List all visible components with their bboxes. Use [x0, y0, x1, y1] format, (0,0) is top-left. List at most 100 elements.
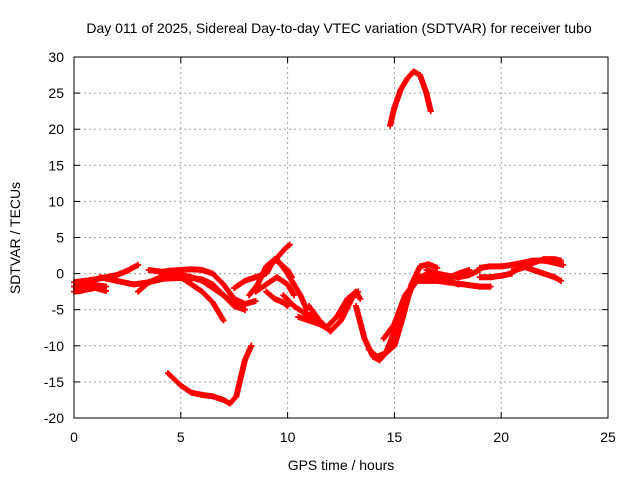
y-tick-label: -15	[44, 374, 64, 390]
data-point	[402, 292, 409, 299]
data-point	[220, 281, 227, 288]
x-tick-label: 10	[280, 429, 296, 445]
data-point	[124, 267, 131, 274]
data-point	[241, 306, 248, 313]
data-point	[220, 396, 227, 403]
data-point	[188, 281, 195, 288]
data-point	[417, 263, 424, 270]
data-point	[355, 288, 362, 295]
data-point	[276, 252, 283, 259]
data-point	[199, 277, 206, 284]
data-point	[558, 257, 565, 264]
data-point	[327, 328, 334, 335]
series-arc-9	[164, 342, 255, 407]
data-point	[282, 245, 289, 252]
data-point	[323, 324, 330, 331]
data-point	[438, 275, 445, 282]
data-point	[284, 281, 291, 288]
data-point	[530, 259, 537, 266]
data-point	[113, 277, 120, 284]
series-arc-24	[387, 68, 434, 129]
data-point	[81, 277, 88, 284]
data-point	[226, 400, 233, 407]
x-tick-label: 20	[493, 429, 509, 445]
data-point	[508, 261, 515, 268]
data-point	[551, 274, 558, 281]
data-point	[156, 274, 163, 281]
data-point	[209, 270, 216, 277]
data-point	[130, 281, 137, 288]
data-point	[103, 283, 110, 290]
data-point	[423, 266, 430, 273]
data-point	[455, 280, 462, 287]
data-point	[291, 292, 298, 299]
data-point	[252, 274, 259, 281]
data-point	[135, 288, 142, 295]
data-point	[476, 283, 483, 290]
x-axis-label: GPS time / hours	[288, 457, 395, 473]
data-point	[113, 272, 120, 279]
series-arc-28	[519, 263, 565, 284]
data-point	[412, 277, 419, 284]
data-point	[209, 299, 216, 306]
data-point	[252, 298, 259, 305]
data-point	[248, 342, 255, 349]
y-tick-label: 25	[48, 85, 64, 101]
data-point	[551, 256, 558, 263]
data-point	[145, 266, 152, 273]
y-tick-label: -5	[52, 302, 65, 318]
data-point	[301, 310, 308, 317]
chart-title: Day 011 of 2025, Sidereal Day-to-day VTE…	[86, 20, 591, 36]
data-point	[425, 261, 432, 268]
data-point	[254, 281, 261, 288]
data-point	[209, 285, 216, 292]
data-point	[530, 266, 537, 273]
data-point	[361, 335, 368, 342]
data-point	[291, 281, 298, 288]
data-point	[177, 266, 184, 273]
data-point	[391, 104, 398, 111]
y-tick-label: 10	[48, 193, 64, 209]
data-point	[476, 274, 483, 281]
series-arc-8	[177, 274, 227, 324]
data-point	[466, 282, 473, 289]
data-point	[434, 264, 441, 271]
y-tick-label: 15	[48, 157, 64, 173]
data-point	[246, 292, 253, 299]
data-point	[284, 270, 291, 277]
data-point	[466, 272, 473, 279]
y-tick-label: 5	[56, 230, 64, 246]
data-point	[241, 277, 248, 284]
data-point	[446, 274, 453, 281]
data-point	[476, 264, 483, 271]
data-point	[519, 263, 526, 270]
y-tick-label: 30	[48, 49, 64, 65]
data-point	[164, 370, 171, 377]
series-arc-23	[429, 266, 473, 282]
data-point	[92, 276, 99, 283]
data-point	[427, 108, 434, 115]
data-point	[558, 277, 565, 284]
data-point	[188, 389, 195, 396]
series-arc-13	[273, 256, 310, 313]
data-point	[280, 292, 287, 299]
data-point	[508, 268, 515, 275]
data-point	[177, 274, 184, 281]
data-point	[220, 292, 227, 299]
data-point	[252, 288, 259, 295]
data-point	[295, 313, 302, 320]
data-point	[338, 317, 344, 324]
data-point	[410, 68, 417, 75]
series-trail	[305, 288, 362, 335]
data-point	[316, 321, 323, 328]
data-point	[291, 303, 298, 310]
data-point	[429, 274, 436, 281]
series-arc-12	[252, 274, 298, 299]
x-tick-label: 15	[387, 429, 403, 445]
data-point	[233, 393, 240, 400]
data-point	[231, 285, 238, 292]
data-point	[417, 72, 424, 79]
data-point	[387, 122, 394, 129]
data-point	[188, 274, 195, 281]
